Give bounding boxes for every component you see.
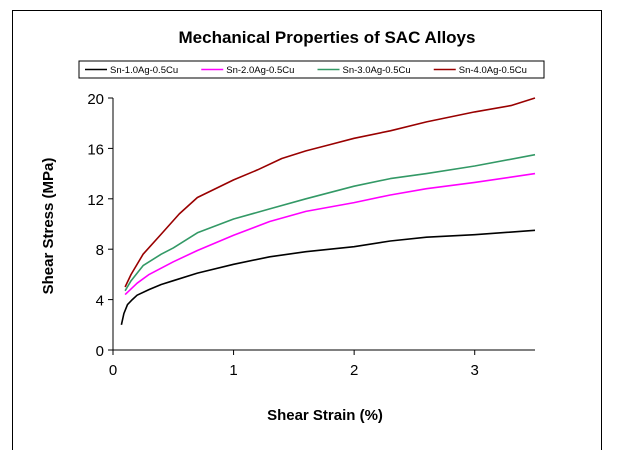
x-tick-label: 2 [350, 362, 358, 379]
series-line-3 [124, 153, 536, 292]
legend-label-3: Sn-3.0Ag-0.5Cu [343, 65, 411, 76]
legend-label-2: Sn-2.0Ag-0.5Cu [226, 65, 294, 76]
chart-title: Mechanical Properties of SAC Alloys [179, 28, 476, 47]
y-tick-label: 0 [96, 343, 104, 360]
y-axis-label: Shear Stress (MPa) [40, 158, 57, 295]
y-tick-label: 8 [96, 242, 104, 259]
chart-frame [12, 10, 602, 450]
y-tick-label: 12 [87, 192, 104, 209]
series-line-4 [124, 97, 536, 288]
legend-label-4: Sn-4.0Ag-0.5Cu [459, 65, 527, 76]
x-axis-label: Shear Strain (%) [267, 407, 383, 424]
series-line-1 [120, 229, 536, 325]
legend-label-1: Sn-1.0Ag-0.5Cu [110, 65, 178, 76]
y-tick-label: 20 [87, 91, 104, 108]
x-tick-label: 1 [229, 362, 237, 379]
x-tick-label: 0 [109, 362, 117, 379]
x-tick-label: 3 [471, 362, 479, 379]
y-tick-label: 4 [96, 293, 104, 310]
y-tick-label: 16 [87, 141, 104, 158]
series-line-2 [124, 172, 536, 296]
legend-box [78, 60, 545, 79]
legend: Sn-1.0Ag-0.5Cu Sn-2.0Ag-0.5Cu Sn-3.0Ag-0.5… [78, 60, 545, 79]
